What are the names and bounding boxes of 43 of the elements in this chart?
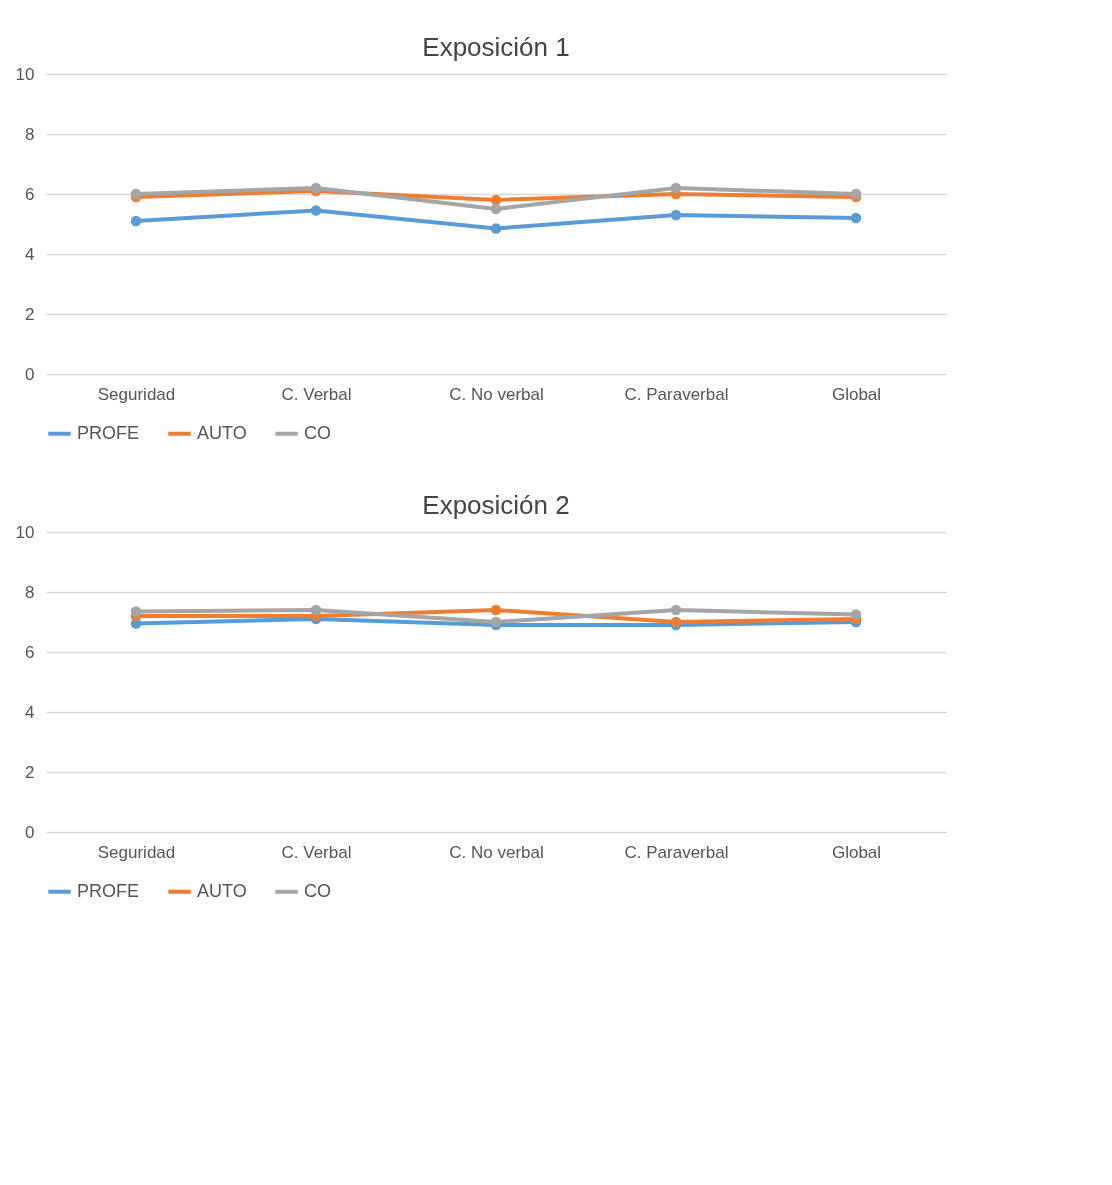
- point: [850, 609, 862, 620]
- x-tick-label: Global: [831, 384, 882, 404]
- point: [490, 223, 502, 234]
- chart-title: Exposición 1: [422, 32, 570, 62]
- y-tick-label: 8: [25, 124, 35, 144]
- legend-label: PROFE: [77, 422, 140, 443]
- y-tick-label: 4: [25, 244, 35, 264]
- legend-label: CO: [304, 880, 331, 901]
- x-tick-label: C. No verbal: [449, 842, 544, 862]
- point: [490, 203, 502, 215]
- y-tick-label: 6: [25, 184, 35, 204]
- y-tick-label: 2: [25, 304, 35, 324]
- point: [130, 606, 142, 617]
- x-tick-label: C. Verbal: [281, 384, 352, 404]
- point: [310, 604, 322, 616]
- x-tick-label: Seguridad: [97, 384, 176, 404]
- chart-title: Exposición 2: [422, 490, 570, 520]
- point: [130, 215, 142, 227]
- x-tick-label: C. Paraverbal: [624, 842, 729, 862]
- x-tick-label: Seguridad: [97, 842, 176, 862]
- y-tick-label: 0: [25, 822, 35, 842]
- point: [310, 205, 322, 216]
- y-tick-label: 6: [25, 642, 35, 662]
- legend-label: AUTO: [197, 422, 247, 443]
- x-tick-label: C. Paraverbal: [624, 384, 729, 404]
- point: [670, 182, 682, 194]
- y-tick-label: 10: [15, 522, 35, 542]
- y-tick-label: 0: [25, 364, 35, 384]
- legend-label: PROFE: [77, 880, 140, 901]
- x-tick-label: Global: [831, 842, 882, 862]
- y-tick-label: 10: [15, 64, 35, 84]
- y-tick-label: 4: [25, 702, 35, 722]
- x-tick-label: C. No verbal: [449, 384, 544, 404]
- y-tick-label: 2: [25, 762, 35, 782]
- y-tick-label: 8: [25, 582, 35, 602]
- point: [490, 194, 502, 206]
- point: [490, 604, 502, 616]
- x-tick-label: C. Verbal: [281, 842, 352, 862]
- point: [850, 212, 862, 224]
- point: [670, 604, 682, 616]
- legend-label: AUTO: [197, 880, 247, 901]
- legend-label: CO: [304, 422, 331, 443]
- point: [670, 209, 682, 221]
